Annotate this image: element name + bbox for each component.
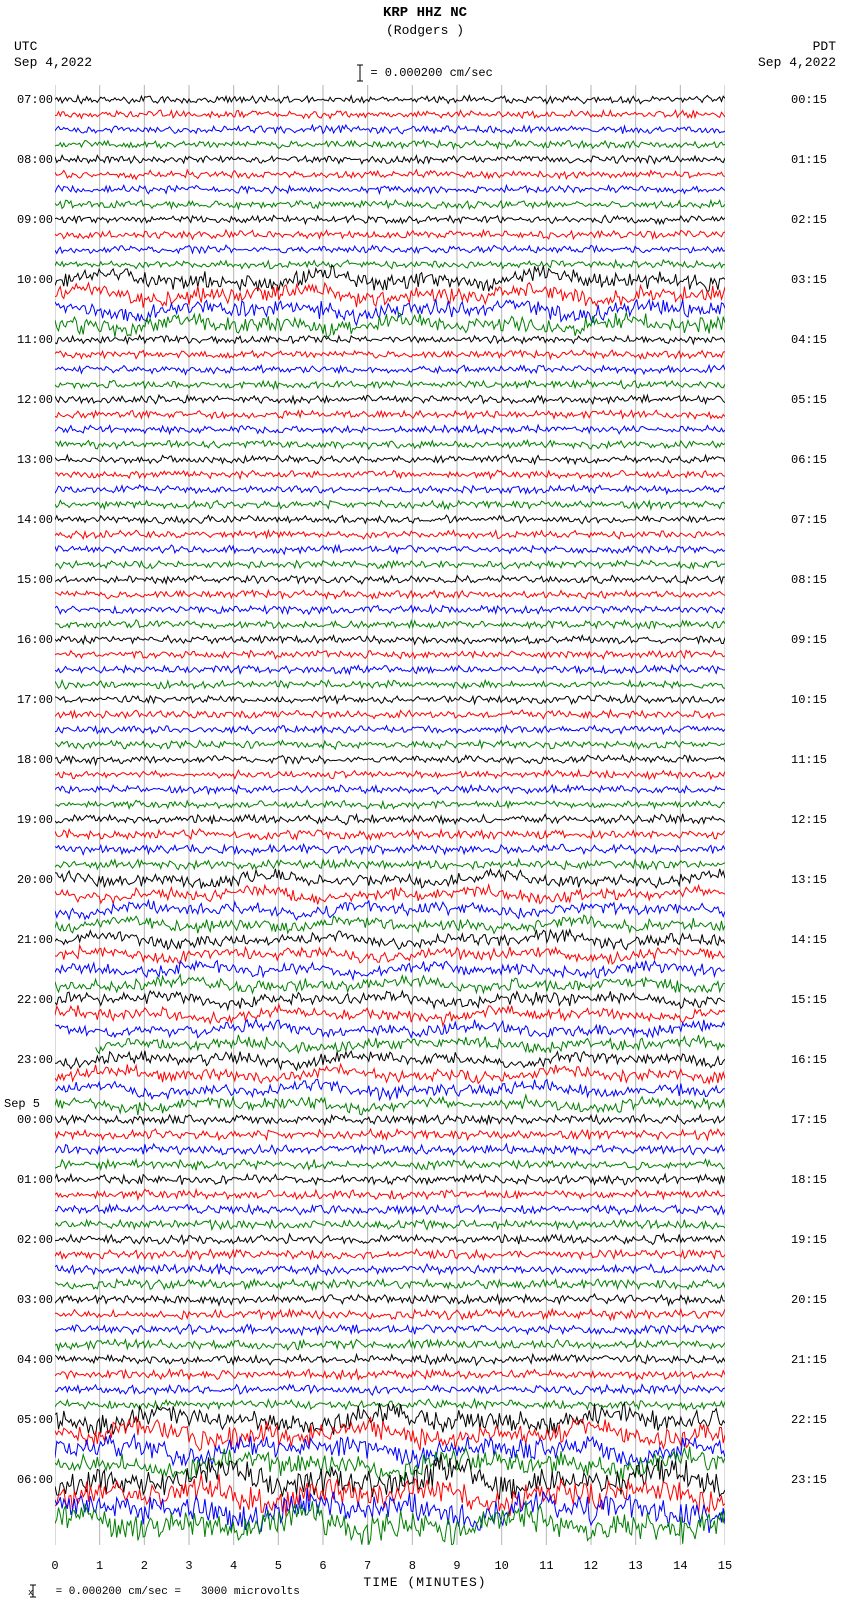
left-time-label: 18:00 [17, 753, 53, 767]
left-time-label: 05:00 [17, 1413, 53, 1427]
left-time-label: 00:00 [17, 1113, 53, 1127]
left-time-label: 20:00 [17, 873, 53, 887]
left-time-label: 11:00 [17, 333, 53, 347]
plot-area [55, 85, 725, 1545]
scale-text: = 0.000200 cm/sec [363, 66, 493, 80]
x-tick-label: 4 [230, 1559, 237, 1573]
left-time-label: 07:00 [17, 93, 53, 107]
left-time-label: 02:00 [17, 1233, 53, 1247]
x-tick-label: 1 [96, 1559, 103, 1573]
right-time-label: 14:15 [791, 933, 827, 947]
x-tick-label: 12 [584, 1559, 598, 1573]
right-time-label: 00:15 [791, 93, 827, 107]
right-time-label: 23:15 [791, 1473, 827, 1487]
scale-indicator: = 0.000200 cm/sec [0, 63, 850, 83]
right-time-label: 07:15 [791, 513, 827, 527]
x-tick-label: 9 [453, 1559, 460, 1573]
right-time-label: 03:15 [791, 273, 827, 287]
right-time-label: 04:15 [791, 333, 827, 347]
left-time-label: 10:00 [17, 273, 53, 287]
left-time-label: 15:00 [17, 573, 53, 587]
right-time-label: 01:15 [791, 153, 827, 167]
x-tick-label: 13 [628, 1559, 642, 1573]
right-time-label: 19:15 [791, 1233, 827, 1247]
footer-scale: x = 0.000200 cm/sec = 3000 microvolts [2, 1572, 300, 1610]
left-time-label: 21:00 [17, 933, 53, 947]
right-time-label: 09:15 [791, 633, 827, 647]
right-time-label: 12:15 [791, 813, 827, 827]
right-time-label: 16:15 [791, 1053, 827, 1067]
footer-text: = 0.000200 cm/sec = 3000 microvolts [42, 1586, 299, 1598]
left-time-label: 14:00 [17, 513, 53, 527]
x-tick-label: 5 [275, 1559, 282, 1573]
right-time-label: 18:15 [791, 1173, 827, 1187]
left-time-label: 13:00 [17, 453, 53, 467]
right-time-label: 05:15 [791, 393, 827, 407]
left-time-label: 09:00 [17, 213, 53, 227]
left-time-label: 19:00 [17, 813, 53, 827]
right-time-label: 22:15 [791, 1413, 827, 1427]
x-tick-label: 2 [141, 1559, 148, 1573]
x-tick-label: 3 [185, 1559, 192, 1573]
x-tick-label: 11 [539, 1559, 553, 1573]
left-time-label: 03:00 [17, 1293, 53, 1307]
left-time-axis: 07:00 08:00 09:00 10:00 11:00 12:00 13:00 14:00… [10, 85, 55, 1545]
right-time-label: 06:15 [791, 453, 827, 467]
left-time-label: 17:00 [17, 693, 53, 707]
footer-scale-bar-icon: x [28, 1584, 42, 1598]
location-subtitle: (Rodgers ) [0, 23, 850, 38]
right-time-label: 17:15 [791, 1113, 827, 1127]
right-time-label: 08:15 [791, 573, 827, 587]
left-time-label: 12:00 [17, 393, 53, 407]
right-time-label: 13:15 [791, 873, 827, 887]
svg-text:x: x [28, 1588, 33, 1598]
x-tick-label: 7 [364, 1559, 371, 1573]
timezone-right: PDT [813, 39, 836, 54]
seismogram-svg [55, 85, 725, 1545]
right-time-axis: 00:15 01:15 02:15 03:15 04:15 05:15 06:15 07:15… [791, 85, 836, 1545]
x-tick-label: 14 [673, 1559, 687, 1573]
station-title: KRP HHZ NC [0, 5, 850, 21]
x-tick-label: 6 [319, 1559, 326, 1573]
seismogram-page: KRP HHZ NC (Rodgers ) UTC Sep 4,2022 PDT… [0, 0, 850, 1613]
timezone-left: UTC [14, 39, 37, 54]
right-time-label: 20:15 [791, 1293, 827, 1307]
x-tick-label: 8 [409, 1559, 416, 1573]
x-tick-label: 0 [51, 1559, 58, 1573]
left-time-label: 01:00 [17, 1173, 53, 1187]
date-change-label: Sep 5 [4, 1097, 40, 1111]
right-time-label: 15:15 [791, 993, 827, 1007]
left-time-label: 08:00 [17, 153, 53, 167]
right-time-label: 11:15 [791, 753, 827, 767]
x-tick-label: 15 [718, 1559, 732, 1573]
left-time-label: 16:00 [17, 633, 53, 647]
left-time-label: 22:00 [17, 993, 53, 1007]
right-time-label: 21:15 [791, 1353, 827, 1367]
right-time-label: 02:15 [791, 213, 827, 227]
left-time-label: 04:00 [17, 1353, 53, 1367]
left-time-label: 06:00 [17, 1473, 53, 1487]
right-time-label: 10:15 [791, 693, 827, 707]
left-time-label: 23:00 [17, 1053, 53, 1067]
x-tick-label: 10 [494, 1559, 508, 1573]
